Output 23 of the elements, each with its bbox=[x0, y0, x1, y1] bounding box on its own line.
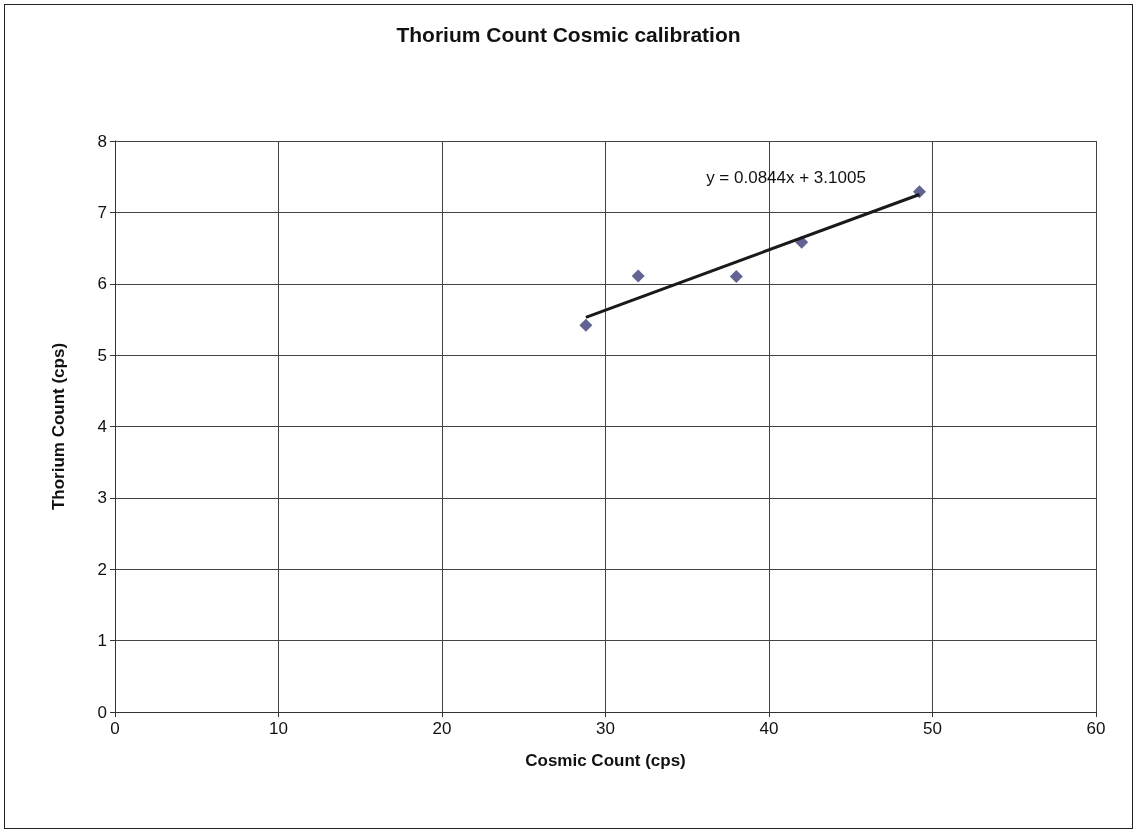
point bbox=[631, 269, 645, 283]
y-tick-label: 0 bbox=[97, 702, 107, 722]
x-tick-label: 20 bbox=[432, 719, 452, 738]
x-tick-label: 40 bbox=[759, 719, 779, 738]
y-tick-label: 8 bbox=[97, 131, 107, 151]
chart-title: Thorium Count Cosmic calibration bbox=[396, 23, 741, 46]
y-tick-label: 6 bbox=[97, 274, 107, 294]
y-axis-title: Thorium Count (cps) bbox=[49, 342, 68, 511]
y-tick-label: 5 bbox=[97, 345, 107, 365]
x-axis-title: Cosmic Count (cps) bbox=[525, 751, 686, 770]
x-tick-label: 10 bbox=[269, 719, 288, 738]
x-tick-label: 50 bbox=[923, 719, 942, 738]
x-tick-label: 60 bbox=[1086, 719, 1106, 738]
y-tick-label: 1 bbox=[97, 631, 107, 651]
point bbox=[579, 318, 593, 332]
point bbox=[729, 270, 743, 284]
y-tick-label: 4 bbox=[97, 417, 107, 436]
y-tick-label: 7 bbox=[97, 202, 107, 222]
x-tick-label: 30 bbox=[596, 719, 615, 738]
x-tick-label: 0 bbox=[110, 719, 120, 738]
y-tick-label: 2 bbox=[97, 559, 107, 579]
point bbox=[912, 185, 926, 199]
y-tick-label: 3 bbox=[97, 488, 107, 508]
